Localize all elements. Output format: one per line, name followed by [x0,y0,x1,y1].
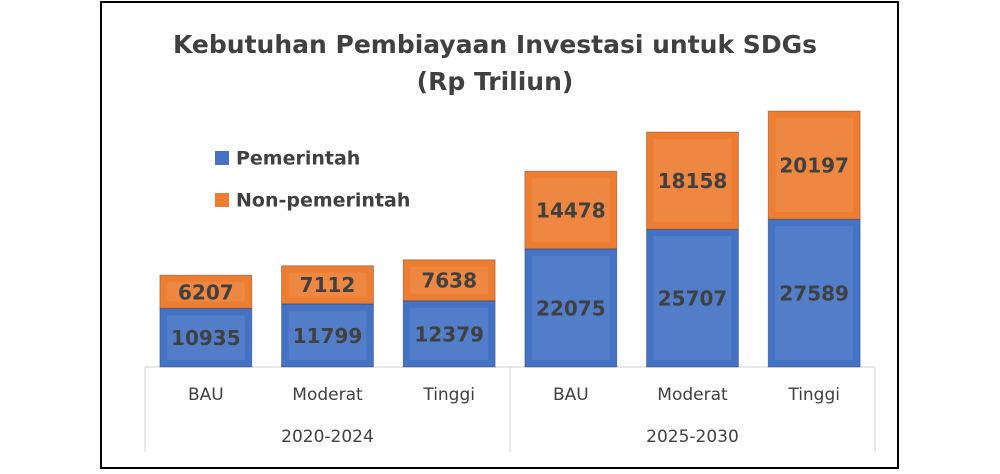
bar-segment [646,228,739,368]
data-label: 14478 [536,198,606,222]
data-label: 6207 [178,280,234,304]
data-label: 25707 [658,287,728,311]
chart-subtitle: (Rp Triliun) [417,67,574,96]
x-tick-label: Tinggi [422,385,475,405]
bevel [288,310,367,360]
x-tick-label: BAU [553,385,589,405]
data-label: 22075 [536,296,606,320]
bar-segment [281,265,374,305]
data-label: 12379 [414,322,484,346]
bevel [653,236,732,360]
bar-segment [524,248,618,368]
legend-swatch [215,193,229,207]
bevel [531,255,610,360]
bevel [288,272,367,297]
data-label: 11799 [293,324,363,348]
bar-segment [281,303,374,368]
bar-segment [402,259,496,302]
data-label: 27589 [779,282,849,306]
x-tick-label: Moderat [292,385,363,405]
bevel [410,266,489,294]
legend-swatch [215,151,229,165]
legend-label: Pemerintah [236,148,360,170]
bar-segment [646,131,739,230]
bevel [531,178,610,242]
x-tick-label: BAU [188,385,224,405]
bevel [410,307,489,360]
bevel [653,139,732,223]
bevel [166,315,245,360]
frame [100,1,899,469]
group-label: 2025-2030 [646,427,739,447]
x-tick-label: Tinggi [787,385,840,405]
legend-label: Non-pemerintah [236,190,410,212]
bar-segment [159,274,253,309]
chart-title: Kebutuhan Pembiayaan Investasi untuk SDG… [173,30,817,59]
data-label: 18158 [658,169,728,193]
bevel [775,226,854,360]
x-tick-label: Moderat [657,385,728,405]
bar-segment [524,170,618,250]
group-label: 2020-2024 [281,427,374,447]
bar-segment [402,300,496,368]
bar-segment [159,307,253,368]
data-label: 7112 [300,273,356,297]
data-label: 7638 [421,269,477,293]
data-label: 20197 [779,154,849,178]
data-label: 10935 [171,326,241,350]
bevel [166,282,245,302]
bar-segment [767,218,861,368]
bevel [775,118,854,213]
bar-segment [767,110,861,220]
